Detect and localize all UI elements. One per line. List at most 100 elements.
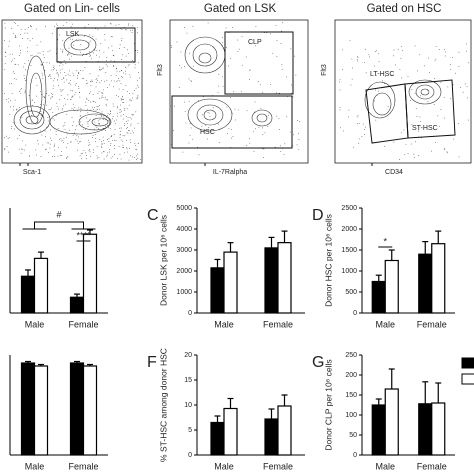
dot [106, 117, 108, 118]
significance: # [56, 209, 61, 219]
dot [17, 137, 19, 139]
dot [64, 98, 65, 99]
dot [450, 69, 452, 70]
dot [357, 60, 358, 62]
y-tick-label: 3000 [176, 247, 192, 254]
dot [97, 75, 99, 77]
flow-ylabel: Flt3 [157, 64, 164, 76]
dot [458, 51, 460, 53]
dot [66, 133, 68, 135]
flow-title: Gated on LSK [204, 3, 277, 15]
flow-title: Gated on Lin- cells [24, 3, 120, 15]
dot [85, 152, 86, 154]
dot [67, 94, 69, 96]
dot [55, 115, 57, 117]
dot [232, 27, 234, 28]
dot [42, 77, 44, 79]
dot [419, 116, 421, 118]
dot [429, 72, 430, 73]
y-tick-label: 20 [184, 352, 192, 359]
x-tick-label: Male [375, 461, 395, 471]
dot [113, 86, 115, 88]
dot [126, 132, 128, 134]
dot [40, 104, 41, 105]
dot [110, 23, 112, 25]
dot [452, 57, 453, 58]
dot [105, 130, 106, 131]
dot [228, 65, 229, 67]
dot [87, 108, 88, 110]
dot [86, 54, 87, 55]
dot [60, 62, 62, 64]
dot [468, 62, 469, 64]
dot [255, 26, 257, 27]
dot [137, 153, 138, 155]
dot [435, 142, 436, 143]
dot [137, 32, 138, 34]
dot [90, 101, 91, 103]
dot [97, 109, 98, 110]
bar [223, 251, 238, 314]
dot [286, 76, 287, 78]
dot [127, 120, 129, 122]
dot [52, 69, 54, 71]
dot [212, 107, 214, 109]
dot [53, 85, 55, 87]
dot [420, 137, 422, 139]
dot [95, 115, 97, 117]
dot [126, 128, 127, 129]
flow-xlabel: IL-7Ralpha [213, 169, 247, 176]
dot [197, 146, 198, 148]
dot [56, 73, 58, 74]
dot [24, 32, 26, 34]
dot [18, 135, 20, 136]
dot [123, 114, 124, 116]
dot [40, 63, 42, 65]
dot [106, 57, 108, 59]
dot [202, 96, 204, 97]
dot [134, 127, 136, 129]
dot [76, 39, 77, 41]
dot [11, 128, 12, 129]
dot [134, 64, 136, 66]
dot [60, 72, 62, 74]
dot [278, 117, 280, 119]
dot [75, 92, 77, 94]
dot [129, 74, 131, 76]
dot [397, 49, 399, 50]
dot [275, 92, 277, 94]
dot [132, 114, 134, 116]
dot [292, 96, 294, 98]
dot [174, 105, 175, 107]
dot [97, 61, 99, 62]
dot [47, 117, 49, 118]
dot [85, 104, 87, 106]
dot [228, 128, 230, 129]
dot [5, 135, 7, 137]
dot [352, 67, 353, 69]
dot [56, 52, 57, 54]
dot [434, 60, 436, 62]
dot [120, 99, 122, 101]
dot [267, 126, 269, 127]
dot [89, 56, 91, 57]
dot [99, 98, 101, 99]
dot [267, 114, 269, 116]
dot [49, 147, 51, 149]
dot [76, 125, 77, 127]
dot [4, 40, 5, 41]
dot [8, 45, 10, 47]
dot [111, 45, 113, 47]
dot [81, 77, 83, 79]
dot [218, 142, 220, 143]
dot [104, 39, 106, 41]
dot [27, 38, 29, 39]
dot [128, 159, 130, 161]
dot [119, 112, 121, 113]
dot [84, 67, 86, 69]
dot [110, 75, 112, 76]
dot [14, 99, 16, 101]
dot [393, 55, 394, 57]
dot [134, 157, 136, 159]
dot [447, 86, 449, 88]
